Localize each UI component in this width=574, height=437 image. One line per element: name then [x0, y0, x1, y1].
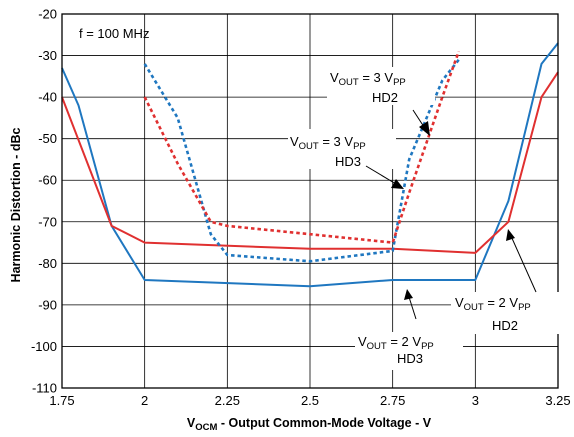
- series-line-2: [143, 58, 460, 263]
- series-group: [61, 42, 559, 288]
- annotation-2vpp-hd3-arrow: [404, 289, 413, 300]
- plot-frame: [61, 13, 559, 389]
- series-line-3: [143, 50, 461, 244]
- annotation-3vpp-hd2-arrow: [419, 121, 430, 136]
- annotation-3vpp-hd3-line2: HD3: [335, 154, 361, 169]
- y-tick-label: -100: [31, 339, 57, 354]
- x-tick-label: 2.5: [301, 393, 319, 408]
- annotation-2vpp-hd3-line2: HD3: [397, 351, 423, 366]
- x-tick-label: 3.25: [545, 393, 570, 408]
- y-tick-label: -50: [38, 131, 57, 146]
- y-tick-label: -40: [38, 90, 57, 105]
- x-tick-label: 1.75: [49, 393, 74, 408]
- x-tick-label: 2.25: [215, 393, 240, 408]
- y-axis-label: Harmonic Distortion - dBc: [9, 128, 23, 283]
- y-tick-label: -20: [38, 7, 57, 22]
- annotation-2vpp-hd3-line1: VOUT = 2 VPP: [358, 334, 434, 352]
- frequency-annotation: f = 100 MHz: [79, 26, 149, 41]
- y-tick-label: -30: [38, 48, 57, 63]
- annotation-2vpp-hd2-arrow: [506, 229, 515, 241]
- y-tick-label: -90: [38, 297, 57, 312]
- x-tick-label: 3: [472, 393, 479, 408]
- annotation-3vpp-hd2-line1: VOUT = 3 VPP: [330, 70, 406, 88]
- annotation-3vpp-hd3-arrow: [391, 179, 404, 189]
- tick-labels: 1.75 2 2.25 2.5 2.75 3 3.25 -20 -30 -40 -50 -60 -70 -…: [31, 7, 571, 409]
- y-tick-label: -60: [38, 173, 57, 188]
- annotation-2vpp-hd2-line1: VOUT = 2 VPP: [455, 295, 531, 313]
- x-axis-label: VOCM - Output Common-Mode Voltage - V: [187, 416, 432, 433]
- annotation-2vpp-hd2-leader: [510, 235, 537, 293]
- y-tick-label: -80: [38, 256, 57, 271]
- annotation-2vpp-hd2-line2: HD2: [492, 318, 518, 333]
- annotation-3vpp-hd3-leader: [365, 165, 397, 185]
- annotation-3vpp-hd3: VOUT = 3 VPP HD3: [288, 129, 404, 189]
- annotation-2vpp-hd3-leader: [408, 296, 417, 320]
- annotation-3vpp-hd2-line2: HD2: [372, 90, 398, 105]
- x-tick-label: 2: [141, 393, 148, 408]
- annotation-2vpp-hd3: VOUT = 2 VPP HD3: [355, 289, 463, 370]
- y-tick-label: -110: [32, 381, 57, 396]
- series-line-0: [61, 42, 559, 288]
- annotation-3vpp-hd3-line1: VOUT = 3 VPP: [290, 134, 366, 152]
- annotation-3vpp-hd2: VOUT = 3 VPP HD2: [327, 67, 435, 136]
- x-tick-label: 2.75: [380, 393, 405, 408]
- y-tick-label: -70: [38, 214, 57, 229]
- annotation-2vpp-hd2: VOUT = 2 VPP HD2: [451, 229, 559, 334]
